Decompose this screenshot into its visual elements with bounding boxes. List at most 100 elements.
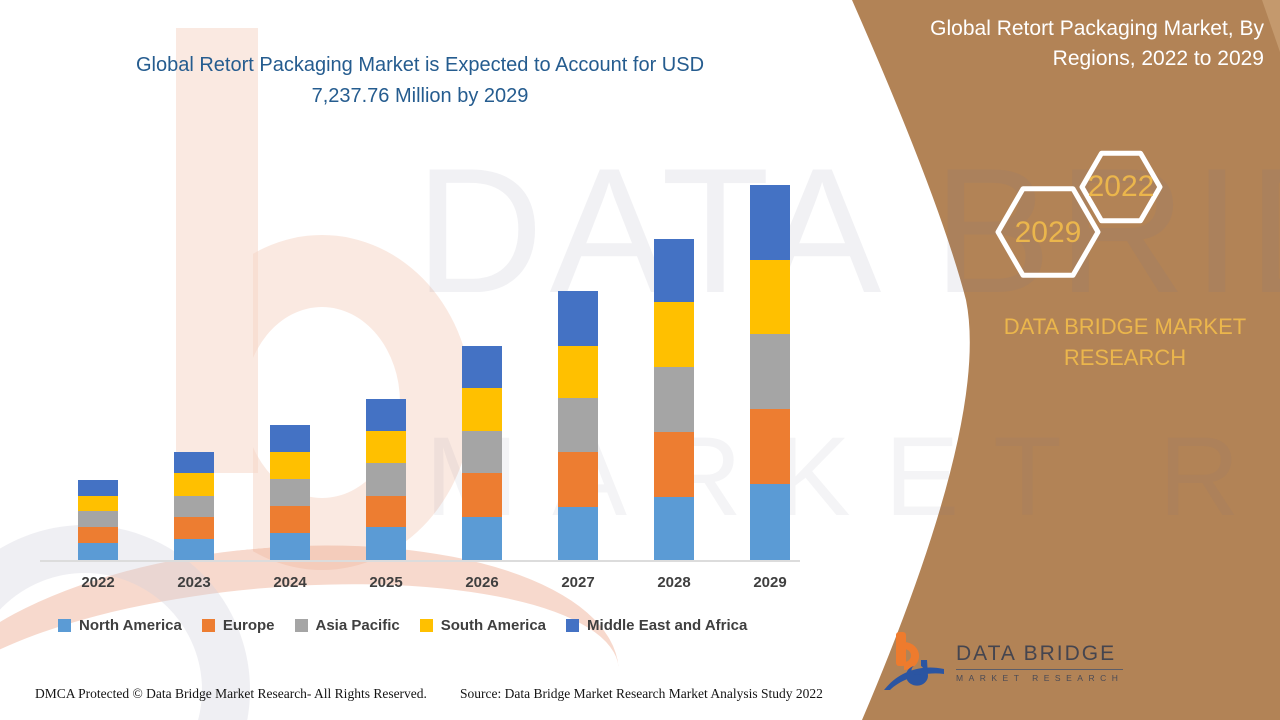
bar-2025 [366, 398, 406, 560]
watermark-logo-bar [176, 28, 258, 473]
legend-label: Europe [222, 617, 275, 634]
bar-segment-2022-north-america [78, 543, 118, 560]
bar-segment-2023-north-america [174, 539, 214, 560]
brown-panel-path [852, 0, 1280, 720]
legend-item-asia-pacific: Asia Pacific [294, 617, 400, 634]
chart-title-line1: Global Retort Packaging Market is Expect… [135, 54, 705, 76]
bar-segment-2024-north-america [270, 533, 310, 560]
bar-segment-2029-asia-pacific [750, 334, 790, 409]
logo-text: DATA BRIDGE MARKET RESEARCH [956, 641, 1124, 683]
bar-segment-2026-north-america [462, 517, 502, 560]
bar-segment-2029-south-america [750, 259, 790, 334]
logo-d-swoosh [884, 667, 944, 690]
legend-label: Asia Pacific [315, 617, 400, 634]
bar-2027 [558, 290, 598, 560]
panel-title-line2: Regions, 2022 to 2029 [1052, 47, 1264, 70]
bar-2023 [174, 451, 214, 560]
legend-swatch [566, 619, 580, 632]
bar-segment-2029-middle-east-and-africa [750, 185, 790, 260]
bar-segment-2026-europe [462, 473, 502, 518]
source-footer: Source: Data Bridge Market Research Mark… [460, 686, 823, 701]
bar-segment-2029-north-america [750, 484, 790, 560]
legend-swatch [294, 619, 308, 632]
x-axis-label-2026: 2026 [465, 574, 499, 591]
x-axis-label-2023: 2023 [177, 574, 211, 591]
corner-accent-shape [1262, 0, 1280, 52]
brand-wordmark: DATA BRIDGE MARKET RESEARCH [960, 311, 1280, 373]
x-axis-labels: 2022 2023 2024 2025 2026 2027 2028 2029 [40, 574, 800, 596]
bar-segment-2023-south-america [174, 473, 214, 496]
legend-item-north-america: North America [58, 617, 182, 634]
bar-segment-2025-north-america [366, 527, 406, 560]
bar-segment-2025-middle-east-and-africa [366, 398, 406, 431]
x-axis-label-2024: 2024 [273, 574, 307, 591]
brand-line2: RESEARCH [1063, 345, 1187, 370]
bar-segment-2029-europe [750, 409, 790, 484]
legend-swatch [58, 619, 71, 632]
bar-2022 [78, 479, 118, 560]
bar-segment-2024-europe [270, 505, 310, 533]
bar-segment-2023-middle-east-and-africa [174, 451, 214, 474]
bar-segment-2027-europe [558, 452, 598, 507]
logo-b-stem [896, 632, 906, 666]
bar-segment-2024-middle-east-and-africa [270, 425, 310, 452]
bar-segment-2028-asia-pacific [654, 366, 694, 433]
bar-segment-2026-south-america [462, 388, 502, 432]
bar-segment-2022-middle-east-and-africa [78, 479, 118, 496]
logo-name: DATA BRIDGE [956, 641, 1117, 665]
logo-subtitle: MARKET RESEARCH [956, 672, 1124, 683]
x-axis-label-2022: 2022 [81, 574, 115, 591]
panel-title: Global Retort Packaging Market, By Regio… [834, 14, 1264, 74]
bar-2026 [462, 345, 502, 560]
data-bridge-logo: DATA BRIDGE MARKET RESEARCH [884, 630, 1124, 694]
x-axis-label-2027: 2027 [561, 574, 595, 591]
hexagon-small-label: 2022 [1088, 170, 1155, 203]
bar-segment-2024-asia-pacific [270, 479, 310, 506]
legend-item-south-america: South America [419, 617, 547, 634]
bar-segment-2027-asia-pacific [558, 398, 598, 453]
legend-label: South America [440, 617, 547, 634]
hexagon-small [1079, 150, 1163, 224]
dmca-footer: DMCA Protected © Data Bridge Market Rese… [35, 686, 427, 701]
x-axis-label-2029: 2029 [753, 574, 787, 591]
brand-line1: DATA BRIDGE MARKET [1003, 314, 1247, 339]
legend-label: Middle East and Africa [587, 617, 748, 634]
bar-segment-2028-south-america [654, 302, 694, 367]
legend-label: North America [79, 617, 182, 634]
bar-2029 [750, 185, 790, 560]
logo-b-bowl [904, 642, 920, 670]
data-bridge-logo-icon [884, 632, 944, 690]
legend-item-europe: Europe [201, 617, 275, 634]
bar-segment-2022-asia-pacific [78, 511, 118, 528]
panel-title-line1: Global Retort Packaging Market, By [930, 17, 1264, 40]
legend: North America Europe Asia Pacific South Ame… [58, 617, 747, 634]
bar-segment-2022-south-america [78, 495, 118, 512]
bar-segment-2023-asia-pacific [174, 495, 214, 517]
bar-segment-2025-europe [366, 495, 406, 528]
plot-area [40, 170, 800, 562]
logo-d-bowl [906, 660, 928, 686]
bar-segment-2025-south-america [366, 430, 406, 464]
bar-segment-2028-north-america [654, 496, 694, 560]
bar-segment-2026-middle-east-and-africa [462, 345, 502, 389]
bar-segment-2027-south-america [558, 346, 598, 399]
chart-title-line2: 7,237.76 Million by 2029 [311, 85, 529, 107]
hexagon-large [995, 186, 1101, 278]
x-axis-label-2028: 2028 [657, 574, 691, 591]
bar-segment-2025-asia-pacific [366, 463, 406, 496]
bar-segment-2027-middle-east-and-africa [558, 290, 598, 347]
bar-segment-2026-asia-pacific [462, 431, 502, 474]
chart-title: Global Retort Packaging Market is Expect… [20, 50, 820, 112]
bar-2024 [270, 425, 310, 560]
x-axis-label-2025: 2025 [369, 574, 403, 591]
logo-divider [956, 668, 1124, 670]
legend-swatch [201, 619, 215, 632]
bar-segment-2028-europe [654, 432, 694, 497]
bar-segment-2028-middle-east-and-africa [654, 239, 694, 303]
bar-segment-2023-europe [174, 516, 214, 539]
hexagon-large-label: 2029 [1015, 216, 1082, 249]
bar-segment-2024-south-america [270, 451, 310, 480]
hexagon-badges: 2029 2022 [995, 150, 1163, 278]
